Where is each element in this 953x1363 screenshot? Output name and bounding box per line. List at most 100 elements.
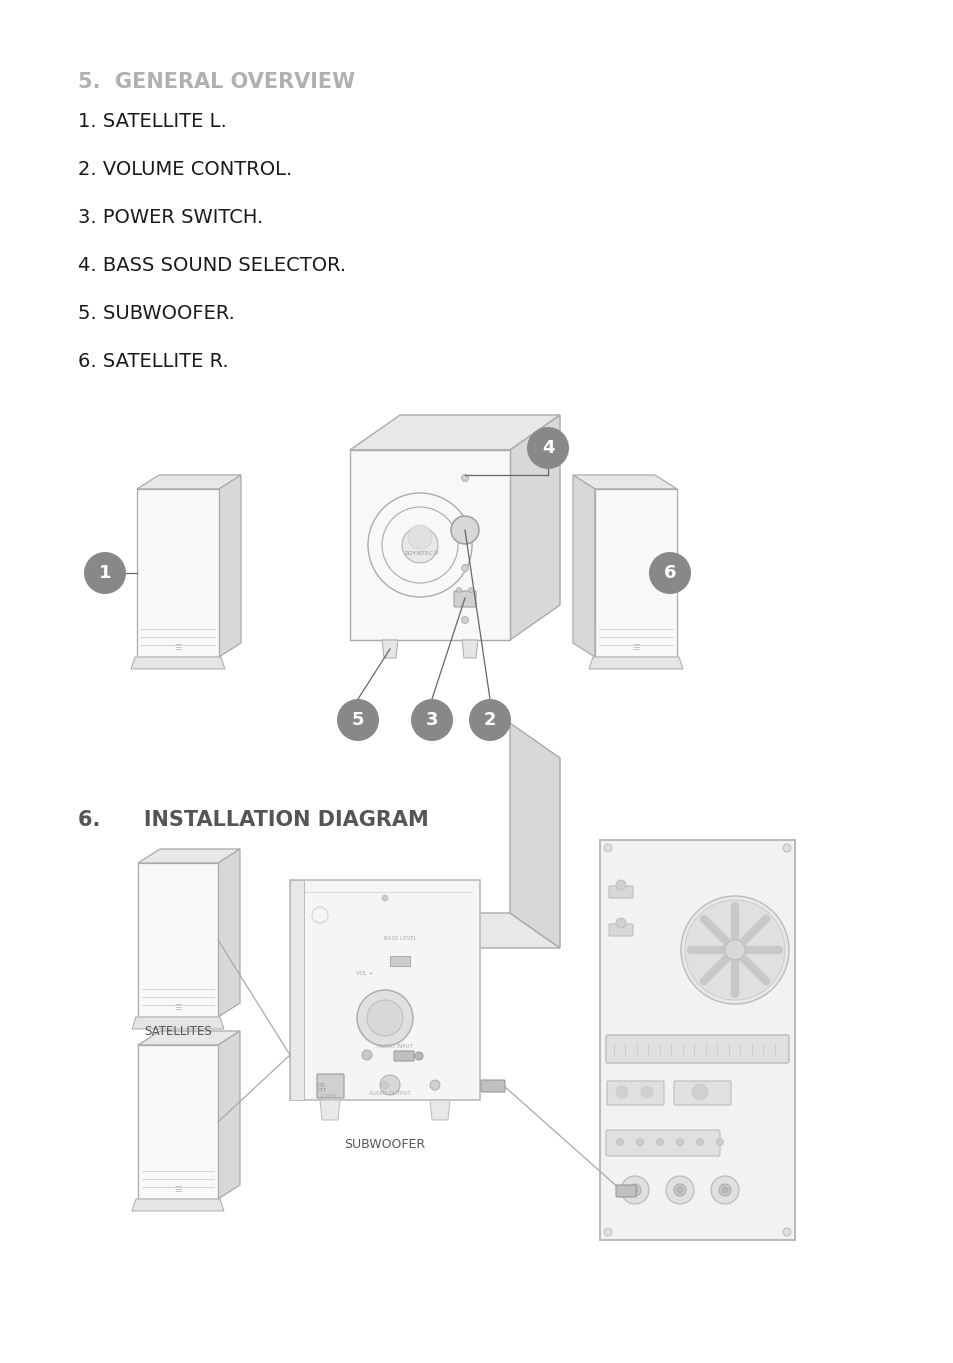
FancyBboxPatch shape bbox=[316, 1074, 344, 1099]
FancyBboxPatch shape bbox=[394, 1051, 414, 1060]
Text: 3. POWER SWITCH.: 3. POWER SWITCH. bbox=[78, 209, 263, 228]
Text: 6: 6 bbox=[663, 564, 676, 582]
Circle shape bbox=[381, 895, 388, 901]
Polygon shape bbox=[350, 913, 559, 949]
Text: 5: 5 bbox=[352, 711, 364, 729]
Text: SATELLITES: SATELLITES bbox=[144, 1025, 212, 1039]
Polygon shape bbox=[131, 657, 225, 669]
Text: 4: 4 bbox=[541, 439, 554, 457]
Polygon shape bbox=[573, 474, 677, 489]
FancyBboxPatch shape bbox=[606, 1081, 663, 1105]
Circle shape bbox=[676, 1138, 682, 1145]
Circle shape bbox=[640, 1086, 652, 1099]
Circle shape bbox=[628, 1184, 640, 1195]
Polygon shape bbox=[132, 1199, 224, 1210]
Polygon shape bbox=[461, 641, 477, 658]
Circle shape bbox=[656, 1138, 662, 1145]
FancyBboxPatch shape bbox=[616, 1184, 636, 1197]
Circle shape bbox=[724, 940, 744, 960]
Text: 6. SATELLITE R.: 6. SATELLITE R. bbox=[78, 352, 229, 371]
Polygon shape bbox=[510, 722, 559, 949]
Circle shape bbox=[461, 616, 468, 623]
Circle shape bbox=[691, 1084, 707, 1100]
Circle shape bbox=[408, 525, 432, 549]
Polygon shape bbox=[290, 880, 304, 1100]
Text: AUDIO INPUT: AUDIO INPUT bbox=[376, 1044, 413, 1050]
FancyBboxPatch shape bbox=[608, 886, 633, 898]
Circle shape bbox=[379, 1075, 399, 1094]
Polygon shape bbox=[218, 849, 240, 1017]
Circle shape bbox=[636, 1138, 643, 1145]
Circle shape bbox=[415, 1052, 422, 1060]
Circle shape bbox=[631, 1187, 638, 1193]
Polygon shape bbox=[350, 414, 559, 450]
Circle shape bbox=[684, 900, 784, 1000]
Polygon shape bbox=[510, 414, 559, 641]
Circle shape bbox=[603, 1228, 612, 1236]
Polygon shape bbox=[599, 840, 794, 1240]
Text: ☰: ☰ bbox=[174, 642, 182, 652]
Polygon shape bbox=[137, 474, 241, 489]
Text: 4. BASS SOUND SELECTOR.: 4. BASS SOUND SELECTOR. bbox=[78, 256, 346, 275]
Text: ☰: ☰ bbox=[632, 642, 639, 652]
Text: POWER: POWER bbox=[319, 1094, 337, 1099]
Circle shape bbox=[677, 1187, 682, 1193]
Polygon shape bbox=[138, 1030, 240, 1045]
Text: SOYNTEC®: SOYNTEC® bbox=[404, 551, 439, 556]
Polygon shape bbox=[137, 489, 219, 657]
Text: SUBWOOFER: SUBWOOFER bbox=[344, 1138, 425, 1150]
Circle shape bbox=[336, 699, 378, 741]
Text: AUDIO OUTPUT: AUDIO OUTPUT bbox=[369, 1090, 411, 1096]
Circle shape bbox=[616, 919, 625, 928]
Circle shape bbox=[526, 427, 568, 469]
Circle shape bbox=[782, 844, 790, 852]
Circle shape bbox=[673, 1184, 685, 1195]
Circle shape bbox=[367, 1000, 402, 1036]
Circle shape bbox=[616, 1086, 627, 1099]
Polygon shape bbox=[290, 880, 479, 1100]
Circle shape bbox=[401, 527, 437, 563]
Polygon shape bbox=[218, 1030, 240, 1199]
Text: 1. SATELLITE L.: 1. SATELLITE L. bbox=[78, 112, 227, 131]
Circle shape bbox=[381, 1081, 388, 1089]
Circle shape bbox=[411, 699, 453, 741]
FancyBboxPatch shape bbox=[673, 1081, 730, 1105]
FancyBboxPatch shape bbox=[605, 1130, 720, 1156]
Polygon shape bbox=[219, 474, 241, 657]
Circle shape bbox=[451, 517, 478, 544]
Polygon shape bbox=[138, 849, 240, 863]
Circle shape bbox=[696, 1138, 702, 1145]
Circle shape bbox=[648, 552, 690, 594]
Circle shape bbox=[782, 1228, 790, 1236]
Polygon shape bbox=[573, 474, 595, 657]
Text: ON
OFF: ON OFF bbox=[317, 1082, 327, 1093]
Text: 5.  GENERAL OVERVIEW: 5. GENERAL OVERVIEW bbox=[78, 72, 355, 91]
Polygon shape bbox=[319, 1100, 339, 1120]
Circle shape bbox=[719, 1184, 730, 1195]
Text: 2: 2 bbox=[483, 711, 496, 729]
Text: ☰: ☰ bbox=[174, 1184, 182, 1194]
Text: VOL +: VOL + bbox=[355, 970, 374, 976]
Text: ☰: ☰ bbox=[174, 1003, 182, 1011]
FancyBboxPatch shape bbox=[605, 1035, 788, 1063]
FancyBboxPatch shape bbox=[608, 924, 633, 936]
Polygon shape bbox=[138, 1045, 218, 1199]
Circle shape bbox=[361, 1050, 372, 1060]
Circle shape bbox=[680, 895, 788, 1005]
Polygon shape bbox=[138, 863, 218, 1017]
Circle shape bbox=[84, 552, 126, 594]
Circle shape bbox=[461, 564, 468, 571]
Circle shape bbox=[469, 699, 511, 741]
Circle shape bbox=[716, 1138, 722, 1145]
FancyBboxPatch shape bbox=[390, 955, 410, 966]
Text: 1: 1 bbox=[99, 564, 112, 582]
Polygon shape bbox=[595, 489, 677, 657]
Circle shape bbox=[616, 880, 625, 890]
Circle shape bbox=[430, 1079, 439, 1090]
Circle shape bbox=[665, 1176, 693, 1204]
Circle shape bbox=[616, 1138, 623, 1145]
Polygon shape bbox=[588, 657, 682, 669]
Text: 6.      INSTALLATION DIAGRAM: 6. INSTALLATION DIAGRAM bbox=[78, 810, 428, 830]
Circle shape bbox=[456, 587, 461, 593]
Text: 3: 3 bbox=[425, 711, 437, 729]
